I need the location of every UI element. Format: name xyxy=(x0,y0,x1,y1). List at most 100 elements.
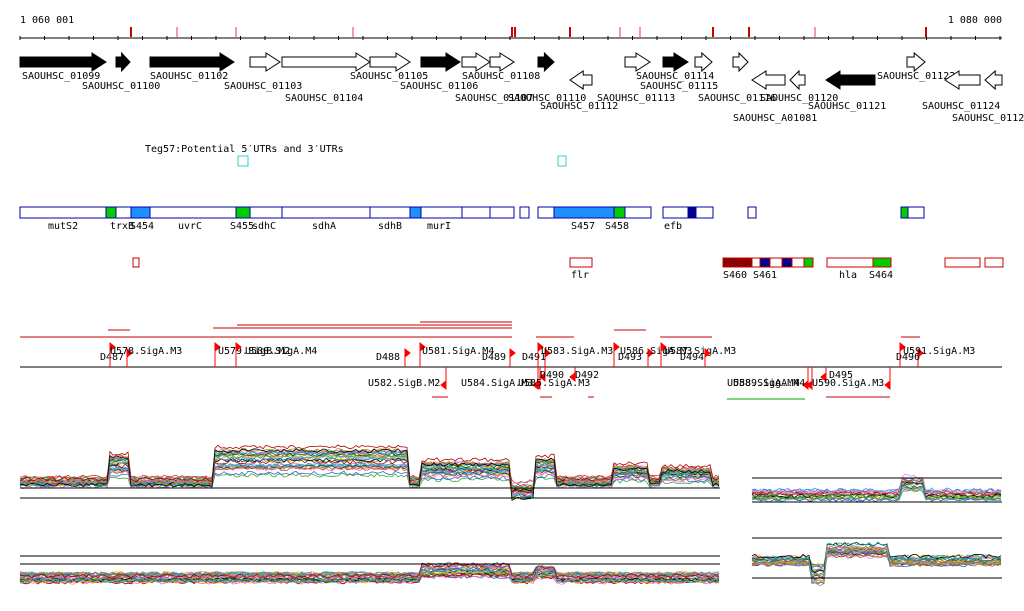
gene-arrow xyxy=(369,52,411,72)
operon-box xyxy=(281,206,371,219)
operon-box xyxy=(130,206,151,219)
operon-box xyxy=(249,206,283,219)
feature-label: S461 xyxy=(753,270,777,281)
ruler-start: 1 060 001 xyxy=(20,15,74,26)
operon-label: S458 xyxy=(605,221,629,232)
operon-label: S455 xyxy=(230,221,254,232)
operon-box xyxy=(747,206,757,219)
promoter-flag xyxy=(537,341,544,367)
operon-box xyxy=(489,206,515,219)
promoter-label: U579.SigB.M2 xyxy=(218,346,290,357)
operon-box xyxy=(900,206,909,219)
promoter-label: U581.SigA.M4 xyxy=(422,346,494,357)
promoter-flag xyxy=(404,347,411,367)
red-box xyxy=(791,257,805,268)
promoter-flag xyxy=(820,367,827,383)
promoter-label: D492 xyxy=(575,370,599,381)
promoter-label: U578.SigA.M3 xyxy=(110,346,182,357)
feature-label: flr xyxy=(571,270,589,281)
gene-label: SAOUHSC_01112 xyxy=(540,101,618,112)
promoter-label: U590.SigA.M3 xyxy=(812,378,884,389)
red-box xyxy=(944,257,981,268)
operon-box xyxy=(553,206,615,219)
operon-box xyxy=(624,206,652,219)
operon-label: S454 xyxy=(130,221,154,232)
promoter-flag xyxy=(899,341,906,367)
operon-box xyxy=(105,206,117,219)
gene-label: SAOUHSC_01121 xyxy=(808,101,886,112)
gene-arrow xyxy=(789,69,806,91)
expression-line xyxy=(751,477,1002,496)
red-box xyxy=(722,257,753,268)
operon-label: sdhA xyxy=(312,221,336,232)
operon-box xyxy=(369,206,411,219)
red-box xyxy=(751,257,761,268)
promoter-label: U586.SigA.M3 xyxy=(620,346,692,357)
expression-line xyxy=(751,545,1002,584)
utr-box xyxy=(557,155,567,167)
gene-label: SAOUHSC_01104 xyxy=(285,93,363,104)
expression-line xyxy=(19,452,720,490)
expression-line xyxy=(19,444,720,494)
promoter-label: U588.SigA.M4 xyxy=(727,378,799,389)
gene-arrow xyxy=(19,52,107,72)
gene-label: SAOUHSC_01110 xyxy=(508,93,586,104)
gene-label: SAOUHSC_01107 xyxy=(455,93,533,104)
promoter-flag xyxy=(660,341,667,367)
red-box xyxy=(781,257,793,268)
expression-line xyxy=(19,564,720,580)
operon-box xyxy=(613,206,626,219)
gene-arrow xyxy=(662,52,689,72)
promoter-label: U582.SigB.M2 xyxy=(368,378,440,389)
promoter-label: D488 xyxy=(376,352,400,363)
operon-label: S457 xyxy=(571,221,595,232)
gene-label: SAOUHSC_01122 xyxy=(877,71,955,82)
operon-label: sdhC xyxy=(252,221,276,232)
promoter-label: U580.SigA.M4 xyxy=(245,346,317,357)
ruler-end: 1 080 000 xyxy=(948,15,1002,26)
gene-arrow xyxy=(461,52,491,72)
promoter-flag xyxy=(509,347,516,367)
operon-label: trxB xyxy=(110,221,134,232)
operon-box xyxy=(461,206,491,219)
operon-label: uvrC xyxy=(178,221,202,232)
red-box xyxy=(132,257,140,268)
red-box xyxy=(803,257,814,268)
expression-line xyxy=(19,448,720,497)
promoter-label: D493 xyxy=(618,352,642,363)
promoter-flag xyxy=(126,347,133,367)
promoter-flag xyxy=(534,367,541,391)
promoter-flag xyxy=(917,347,924,367)
operon-box xyxy=(149,206,237,219)
gene-label: SAOUHSC_01102 xyxy=(150,71,228,82)
promoter-label: D495 xyxy=(829,370,853,381)
gene-arrow xyxy=(537,51,555,73)
red-box xyxy=(769,257,783,268)
operon-label: murI xyxy=(427,221,451,232)
promoter-flag xyxy=(806,367,813,391)
promoter-flag xyxy=(613,341,620,367)
track-title: Teg57:Potential 5′UTRs and 3′UTRs xyxy=(145,144,344,155)
expression-line xyxy=(19,447,720,500)
operon-box xyxy=(907,206,925,219)
feature-label: S464 xyxy=(869,270,893,281)
red-box xyxy=(872,257,892,268)
gene-arrow xyxy=(569,70,593,90)
promoter-label: D494 xyxy=(680,352,704,363)
gene-arrow xyxy=(149,52,235,72)
gene-label: SAOUHSC_01099 xyxy=(22,71,100,82)
red-box xyxy=(984,257,1004,268)
gene-arrow xyxy=(732,51,749,73)
promoter-flag xyxy=(544,347,551,367)
operon-box xyxy=(537,206,555,219)
promoter-flag xyxy=(569,367,576,383)
expression-line xyxy=(751,473,1002,495)
promoter-label: U583.SigA.M3 xyxy=(541,346,613,357)
gene-arrow xyxy=(624,52,651,72)
gene-arrow xyxy=(420,52,461,72)
gene-arrow xyxy=(751,70,786,90)
gene-label: SAOUHSC_A01081 xyxy=(733,113,817,124)
expression-line xyxy=(19,567,720,584)
promoter-label: U585.SigA.M3 xyxy=(518,378,590,389)
